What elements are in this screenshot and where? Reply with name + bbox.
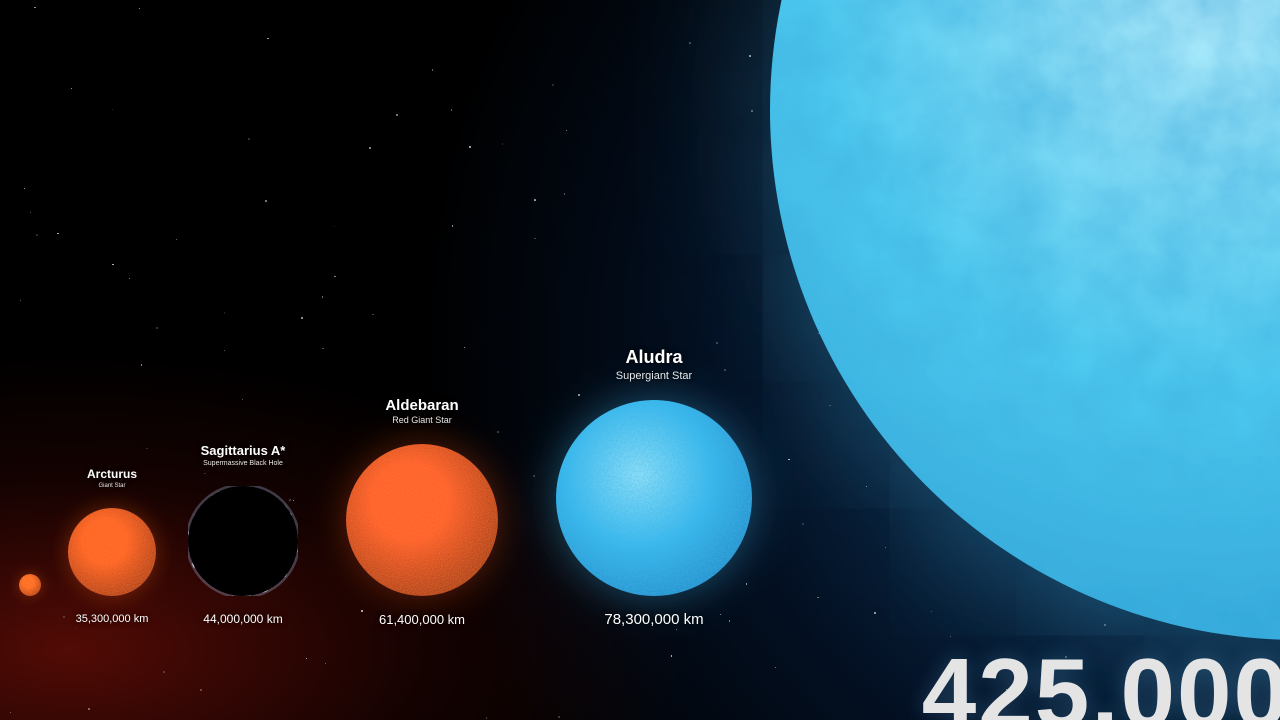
bg-star [751,110,753,112]
bg-star [112,109,113,110]
bg-star [30,212,32,214]
bg-star [716,342,718,344]
bg-star [775,667,776,668]
bg-star [689,42,691,44]
star-sphere-icon [68,508,156,596]
bg-star [874,612,876,614]
bg-star [829,405,830,406]
bg-star [322,348,323,349]
bg-star [24,188,25,189]
bg-star [885,547,886,548]
bg-star [534,238,535,239]
bg-star [163,671,165,673]
bg-star [248,138,250,140]
bg-star [10,712,11,713]
bg-star [139,8,140,9]
big-diameter-partial: 425,000 [922,644,1280,720]
bg-star [36,234,38,236]
object-name: Sagittarius A* [143,444,343,458]
bg-star [931,611,932,612]
bg-star [671,655,672,656]
star-sphere-icon [770,0,1280,640]
bg-star [676,629,677,630]
bg-star [372,314,373,315]
object-diameter: 61,400,000 km [302,612,542,627]
bg-star [306,658,308,660]
star-sphere-icon [19,574,41,596]
bg-star [451,109,453,111]
object-title: Arcturus Giant Star [12,468,212,490]
object-name: Aldebaran [322,398,522,415]
bg-star [325,663,327,665]
bg-star [578,394,580,396]
bg-star [497,431,499,433]
bg-star [129,278,130,279]
bg-star [141,364,142,365]
bg-star [566,130,568,132]
bg-star [176,239,177,240]
black-hole-icon [188,486,298,596]
object-title: Aludra Supergiant Star [554,348,754,382]
bg-star [464,347,465,348]
object-name: Arcturus [12,468,212,481]
bg-star [749,55,751,57]
bg-star [802,523,804,525]
bg-star [242,399,244,401]
bg-star [502,143,503,144]
object-type: Supermassive Black Hole [143,460,343,468]
bg-star [564,193,566,195]
object-type: Red Giant Star [322,416,522,426]
object-type: Giant Star [12,483,212,490]
bg-star [20,300,21,301]
bg-star [224,312,225,313]
bg-star [486,717,487,718]
bg-star [301,317,303,319]
bg-star [469,146,471,148]
object-diameter: 78,300,000 km [534,611,774,628]
bg-star [452,225,454,227]
object-title: AldebaranRed Giant Star [322,398,522,426]
bg-star [533,475,535,477]
star-sphere-icon [556,400,752,596]
bg-star [334,276,335,277]
bg-star [788,459,789,460]
bg-star [432,69,433,70]
star-sphere-icon [346,444,498,596]
bg-star [322,296,324,298]
bg-star [817,597,819,599]
bg-star [267,38,268,39]
bg-star [200,689,202,691]
bg-star [866,486,867,487]
bg-star [265,200,267,202]
bg-star [76,627,77,628]
bg-star [950,636,951,637]
bg-star [552,84,554,86]
bg-star [224,350,225,351]
object-title: Sagittarius A* Supermassive Black Hole [143,444,343,468]
bg-star [558,716,560,718]
bg-star [369,147,371,149]
scene: ArcturusGiant Star35,300,000 kmSagittari… [0,0,1280,720]
object-name: Aludra [554,348,754,368]
bg-star [57,233,58,234]
bg-star [112,264,113,265]
bg-star [746,583,748,585]
bg-star [334,226,335,227]
bg-star [534,199,536,201]
bg-star [34,7,35,8]
bg-star [156,327,157,328]
bg-star [88,708,90,710]
object-type: Supergiant Star [554,370,754,382]
bg-star [71,88,72,89]
bg-star [396,114,398,116]
bg-star [1104,624,1105,625]
